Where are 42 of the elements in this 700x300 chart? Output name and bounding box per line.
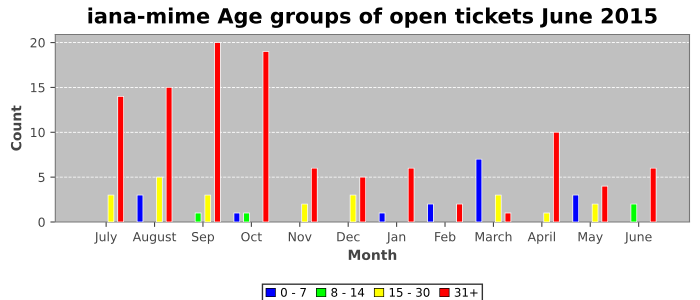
x-tick-label: Sep [192,232,214,244]
bar [427,204,434,222]
x-tick-label: August [132,232,176,244]
bar [602,186,608,222]
x-tick-label: May [578,232,603,244]
x-tick-label: April [528,232,555,244]
y-tick-label: 10 [31,128,45,138]
y-axis-title: Count [10,105,22,151]
bar [456,204,463,222]
bar [543,212,550,222]
x-tick-label: March [476,232,512,242]
bar [592,204,598,222]
x-tick-label: July [94,232,117,244]
bar [572,194,579,222]
bar [630,204,638,222]
x-tick-label: Jan [386,232,406,244]
y-tick-label: 0 [38,217,45,227]
bar [350,194,356,222]
y-tick-label: 20 [30,38,45,48]
y-tick-label: 15 [31,83,44,92]
x-tick-label: Feb [435,232,456,242]
x-tick-label: Oct [241,232,262,242]
bar [243,212,250,222]
x-tick-label: June [624,232,652,244]
bar [194,212,202,222]
bar [234,212,240,222]
x-tick-label: Dec [337,232,360,242]
bar [136,194,144,222]
x-tick-label: Nov [288,232,312,242]
legend-label: 15 - 30 [390,288,430,297]
bar [108,194,114,222]
legend-label: 31+ [454,288,478,297]
bar [301,204,308,222]
legend-label: 8 - 14 [331,288,364,297]
chart-title: iana-mime Age groups of open tickets June 2015 [88,8,657,28]
x-axis-title: Month [348,249,396,260]
y-tick-label: 5 [38,172,44,182]
bar [504,212,512,222]
bar [378,212,386,222]
legend-label: 0 - 7 [280,288,306,297]
bar [204,194,212,222]
bar [495,194,502,222]
